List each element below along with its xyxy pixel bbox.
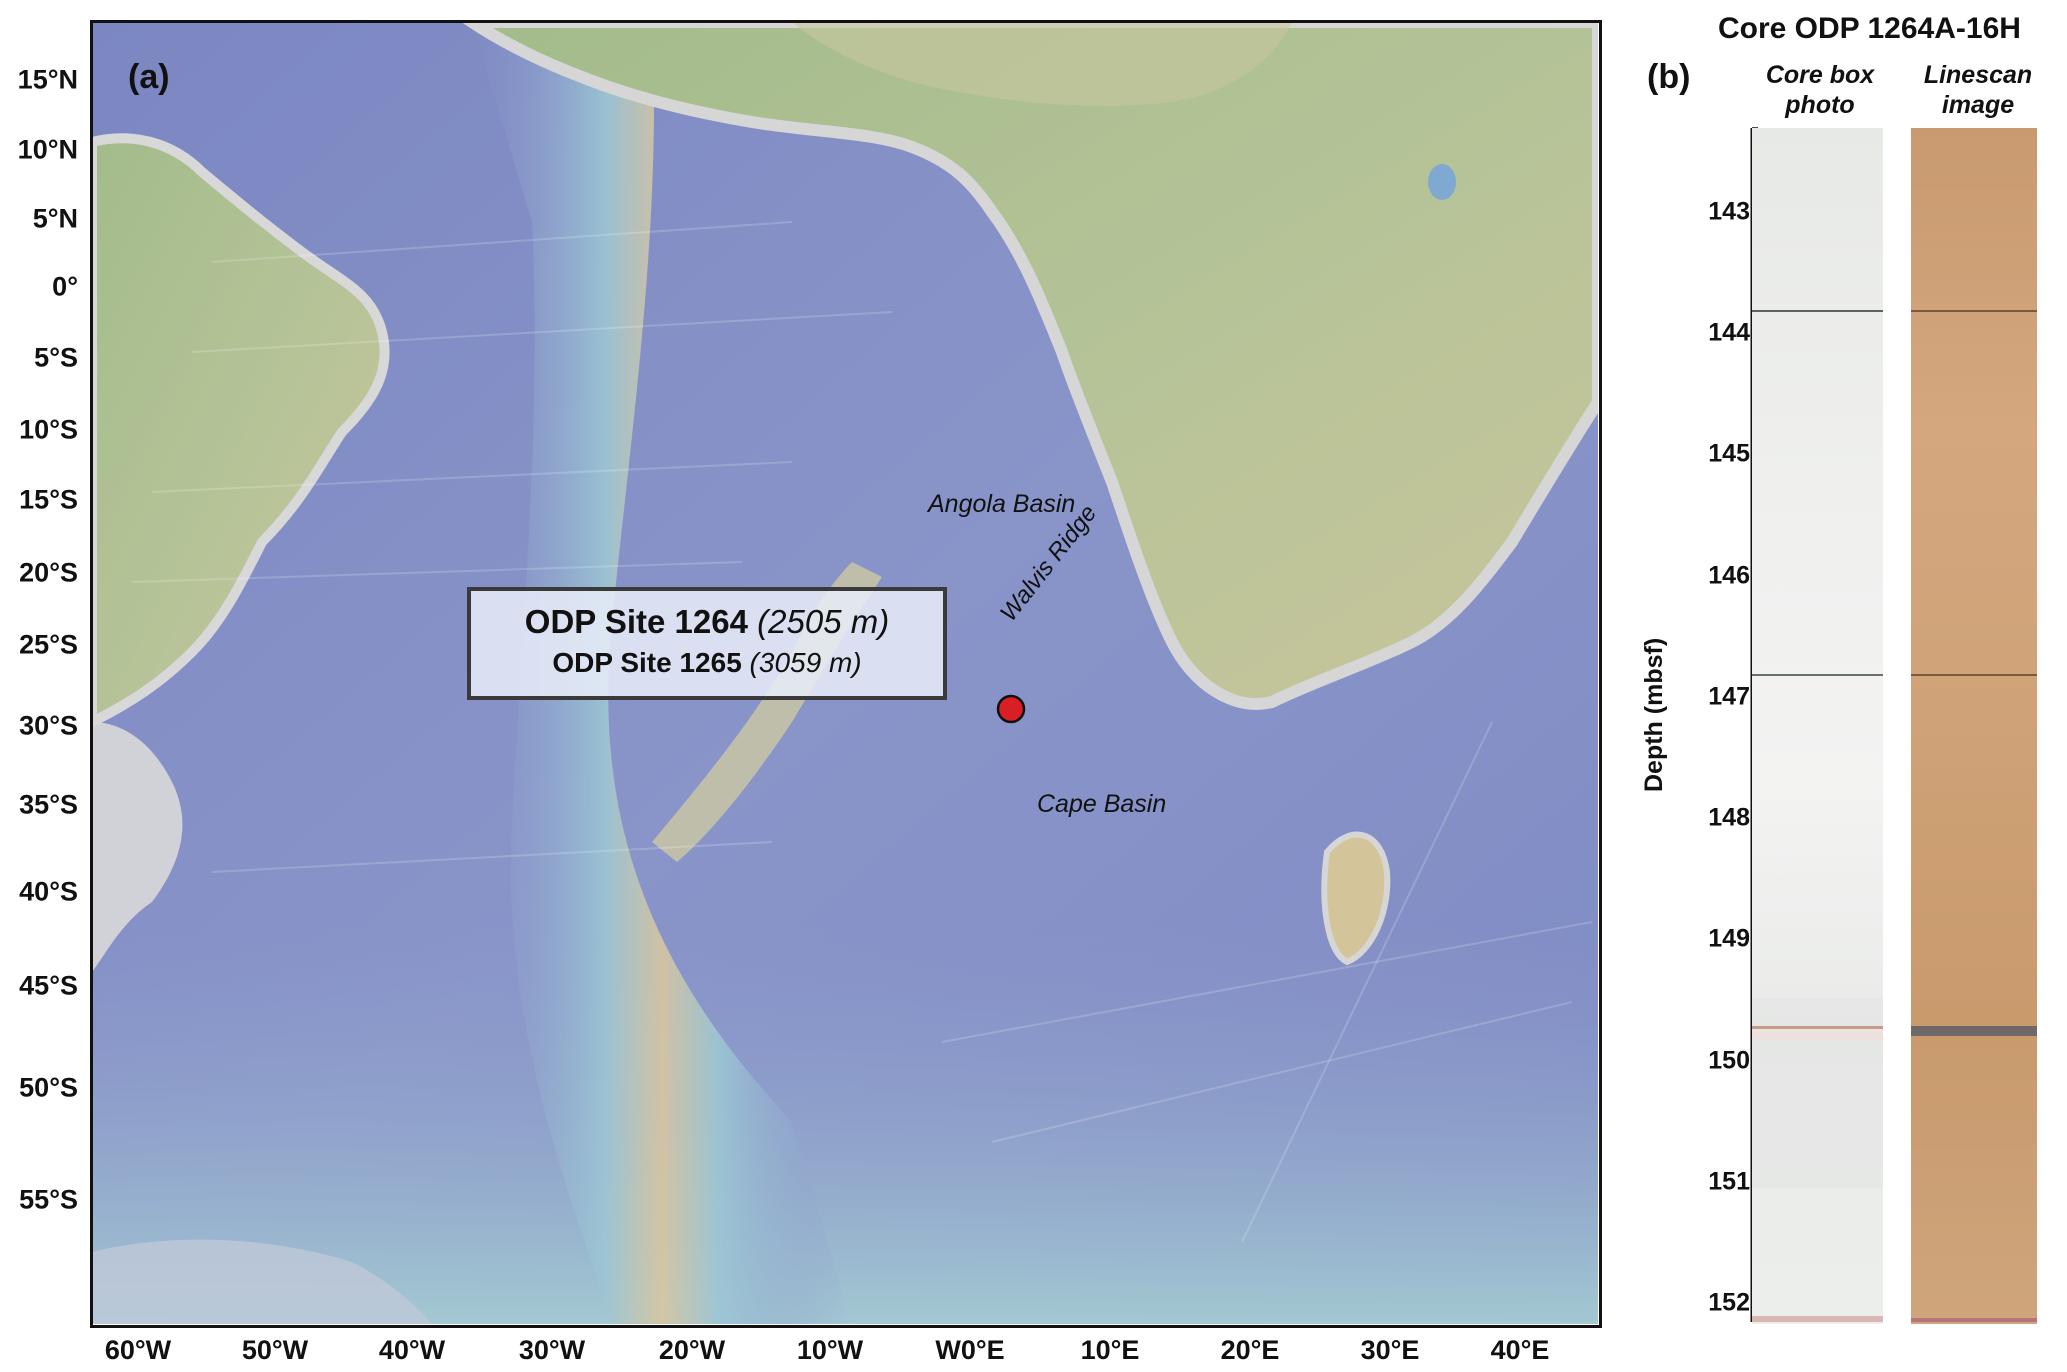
panel-b-label: (b)	[1647, 58, 1691, 96]
map-panel: (a) 15°N 10°N 5°N 0° 5°S 10°S 15°S 20°S …	[17, 20, 1602, 1365]
southern-ocean-zone	[92, 922, 1598, 1324]
core-box-photo-header: Core box photo	[1765, 61, 1875, 119]
lon-label: 20°W	[658, 1335, 726, 1365]
lon-label: 40°E	[1490, 1335, 1550, 1365]
lat-label: 25°S	[19, 629, 78, 660]
lon-label: 30°W	[518, 1335, 586, 1365]
lon-label: 10°E	[1080, 1335, 1140, 1365]
mid-atlantic-ridge	[472, 22, 852, 1324]
core-title: Core ODP 1264A-16H	[1718, 12, 2021, 45]
panel-a-label: (a)	[128, 58, 170, 96]
lat-label: 5°S	[34, 342, 78, 373]
lat-label: 15°N	[17, 64, 78, 95]
site-1264-line: ODP Site 1264 (2505 m)	[524, 603, 890, 640]
lat-label: 40°S	[19, 876, 78, 907]
south-america-land	[92, 133, 390, 728]
site-marker[interactable]	[996, 694, 1026, 724]
lake	[1428, 164, 1456, 200]
depth-tick-label: 151	[1708, 1167, 1750, 1196]
depth-tick-label: 148	[1708, 803, 1750, 832]
depth-tick-label: 145	[1708, 439, 1750, 468]
lat-label: 50°S	[19, 1072, 78, 1103]
lat-label: 15°S	[19, 484, 78, 515]
lat-label: 5°N	[32, 203, 78, 234]
core-box-photo	[1752, 128, 1883, 1324]
depth-tick-label: 144	[1708, 318, 1750, 347]
lat-label: 20°S	[19, 557, 78, 588]
depth-tick-label: 152	[1708, 1288, 1750, 1317]
lat-label: 45°S	[19, 970, 78, 1001]
depth-tick-label: 146	[1708, 561, 1750, 590]
site-1265-line: ODP Site 1265 (3059 m)	[552, 647, 862, 678]
depth-tick-label: 150	[1708, 1046, 1750, 1075]
lon-label: 20°E	[1220, 1335, 1280, 1365]
angola-basin-label: Angola Basin	[928, 490, 1076, 518]
lon-label: 30°E	[1360, 1335, 1420, 1365]
fracture-zones	[131, 221, 1593, 1243]
madagascar	[1321, 831, 1391, 966]
lat-label: 10°N	[17, 134, 78, 165]
depth-tick-label: 149	[1708, 924, 1750, 953]
linescan-header: Linescan image	[1923, 61, 2033, 119]
map-frame	[90, 20, 1602, 1328]
antarctic-coast	[92, 1239, 432, 1324]
patagonian-shelf	[92, 722, 183, 972]
lat-label: 30°S	[19, 710, 78, 741]
depth-tick-label: 147	[1708, 682, 1750, 711]
cape-basin-label: Cape Basin	[1037, 790, 1167, 818]
lon-label: 50°W	[241, 1335, 309, 1365]
lon-label: W0°E	[935, 1335, 1005, 1365]
lat-label: 0°	[52, 271, 78, 302]
lon-label: 40°W	[378, 1335, 446, 1365]
lat-label: 35°S	[19, 789, 78, 820]
depth-axis-label: Depth (mbsf)	[1640, 637, 1668, 792]
linescan-image	[1911, 128, 2037, 1324]
africa-land	[461, 22, 1598, 710]
lon-label: 10°W	[796, 1335, 864, 1365]
lat-label: 55°S	[19, 1184, 78, 1215]
site-info-box: ODP Site 1264 (2505 m) ODP Site 1265 (30…	[467, 587, 947, 700]
lat-label: 10°S	[19, 414, 78, 445]
bathymetry-map	[92, 22, 1598, 1324]
desert-area	[792, 22, 1292, 106]
lon-label: 60°W	[104, 1335, 172, 1365]
depth-tick-label: 143	[1708, 197, 1750, 226]
